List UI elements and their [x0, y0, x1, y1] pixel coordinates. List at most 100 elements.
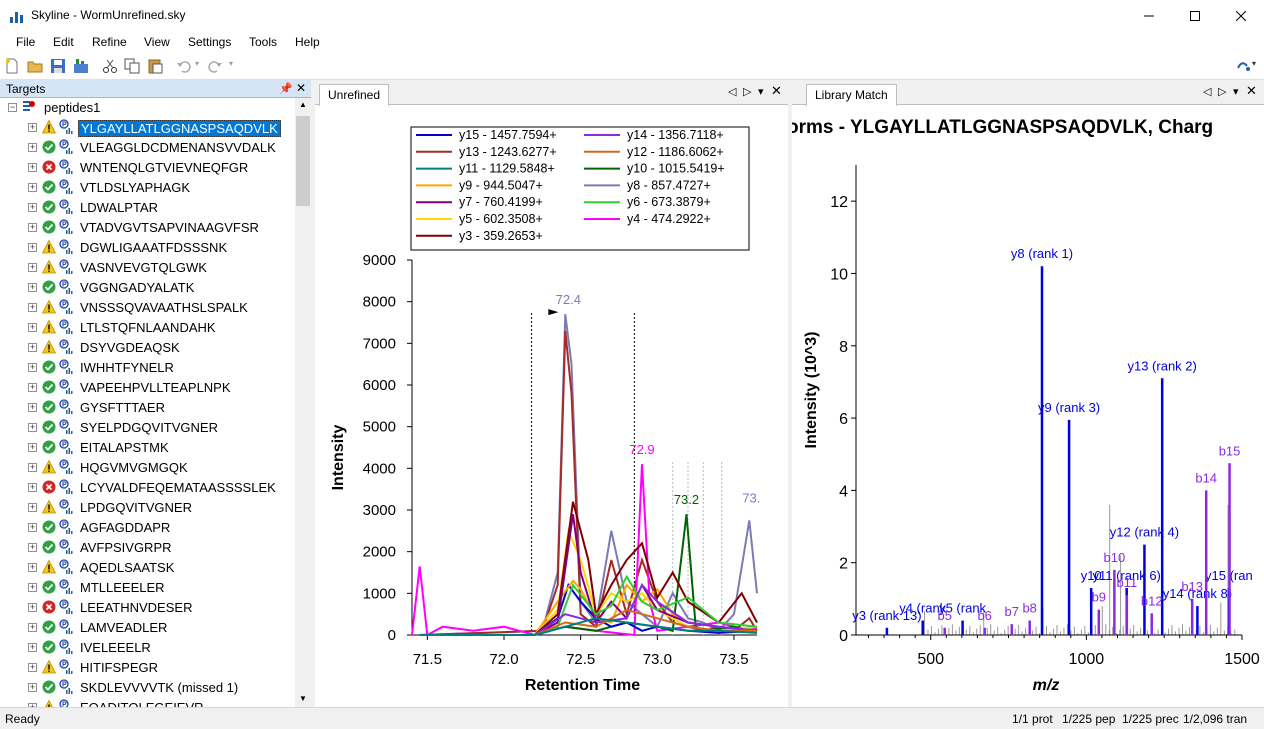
menu-help[interactable]: Help — [295, 35, 320, 49]
scroll-thumb[interactable] — [296, 116, 310, 206]
publish-icon[interactable] — [73, 58, 89, 74]
tree-item[interactable]: + P MTLLEEELER — [0, 578, 295, 598]
expand-icon[interactable]: + — [28, 202, 37, 212]
window-list-icon[interactable]: ▾ — [758, 86, 764, 98]
tree-item[interactable]: + P LEEATHNVDESER — [0, 598, 295, 618]
tree-item[interactable]: + P LAMVEADLER — [0, 618, 295, 638]
tree-item[interactable]: + P VGGNGADYALATK — [0, 278, 295, 298]
expand-icon[interactable]: + — [28, 622, 37, 632]
expand-icon[interactable]: + — [28, 662, 37, 672]
tree-item[interactable]: + P VAPEEHPVLLTEAPLNPK — [0, 378, 295, 398]
tree-item[interactable]: + P VNSSSQVAVAATHSLSPALK — [0, 298, 295, 318]
tree-item[interactable]: + P HQGVMVGMGQK — [0, 458, 295, 478]
lib-pane-close-icon[interactable]: ✕ — [1246, 83, 1257, 98]
tree-item[interactable]: + P AVFPSIVGRPR — [0, 538, 295, 558]
targets-close-icon[interactable]: ✕ — [296, 81, 307, 95]
expand-icon[interactable]: + — [28, 422, 37, 432]
expand-icon[interactable]: + — [28, 522, 37, 532]
new-document-icon[interactable] — [4, 58, 20, 74]
tree-item[interactable]: + P DGWLIGAAATFDSSSNK — [0, 238, 295, 258]
expand-icon[interactable]: + — [28, 282, 37, 292]
tree-item[interactable]: + P WNTENQLGTVIEVNEQFGR — [0, 158, 295, 178]
tree-item[interactable]: + P AQEDLSAATSK — [0, 558, 295, 578]
expand-icon[interactable]: + — [28, 502, 37, 512]
copy-icon[interactable] — [124, 58, 140, 74]
tree-item[interactable]: + P IWHHTFYNELR — [0, 358, 295, 378]
cut-icon[interactable] — [102, 58, 118, 74]
ion-types-dropdown-icon[interactable]: ▾ — [1252, 59, 1257, 68]
expand-icon[interactable]: + — [28, 642, 37, 652]
tab-library-match[interactable]: Library Match — [806, 84, 897, 106]
chromatogram-trace-y10[interactable] — [419, 514, 758, 636]
menu-tools[interactable]: Tools — [249, 35, 278, 49]
tab-unrefined[interactable]: Unrefined — [319, 84, 390, 106]
menu-refine[interactable]: Refine — [92, 35, 127, 49]
collapse-icon[interactable]: − — [8, 102, 17, 112]
redo-dropdown-icon[interactable]: ▾ — [229, 59, 234, 68]
targets-tree[interactable]: − peptides1 + P YLGAYLLATLGGNASPSAQDVLK + P V… — [0, 98, 295, 707]
tree-item[interactable]: + P SKDLEVVVVTK (missed 1) — [0, 678, 295, 698]
redo-icon[interactable] — [207, 58, 223, 74]
close-button[interactable] — [1218, 0, 1264, 31]
tree-item[interactable]: + P SYELPDGQVITVGNER — [0, 418, 295, 438]
expand-icon[interactable]: + — [28, 462, 37, 472]
menu-edit[interactable]: Edit — [53, 35, 74, 49]
expand-icon[interactable]: + — [28, 602, 37, 612]
expand-icon[interactable]: + — [28, 322, 37, 332]
expand-icon[interactable]: + — [28, 482, 37, 492]
expand-icon[interactable]: + — [28, 562, 37, 572]
tree-item[interactable]: + P DSYVGDEAQSK — [0, 338, 295, 358]
tree-item[interactable]: + P GYSFTTTAER — [0, 398, 295, 418]
scroll-right-icon[interactable]: ▷ — [743, 86, 752, 98]
pane-close-icon[interactable]: ✕ — [771, 83, 782, 98]
tree-item[interactable]: + P EITALAPSTMK — [0, 438, 295, 458]
expand-icon[interactable]: + — [28, 582, 37, 592]
expand-icon[interactable]: + — [28, 262, 37, 272]
chromatogram-graph[interactable]: y15 - 1457.7594+ y14 - 1356.7118+ y13 - 12… — [315, 105, 788, 705]
tree-item[interactable]: + P HITIFSPEGR — [0, 658, 295, 678]
chromatogram-trace-y14[interactable] — [419, 583, 758, 636]
expand-icon[interactable]: + — [28, 222, 37, 232]
expand-icon[interactable]: + — [28, 703, 37, 707]
undo-icon[interactable] — [176, 58, 192, 74]
expand-icon[interactable]: + — [28, 402, 37, 412]
paste-icon[interactable] — [147, 58, 163, 74]
tree-item[interactable]: + P VASNVEVGTQLGWK — [0, 258, 295, 278]
expand-icon[interactable]: + — [28, 682, 37, 692]
scroll-up-icon[interactable]: ▲ — [299, 100, 307, 109]
targets-scrollbar[interactable]: ▲ ▼ — [295, 98, 311, 707]
expand-icon[interactable]: + — [28, 142, 37, 152]
tree-item[interactable]: + P EQADITQLEGEIEVR — [0, 698, 295, 707]
tree-item[interactable]: + P IVELEEELR — [0, 638, 295, 658]
ion-types-icon[interactable] — [1236, 58, 1252, 74]
chromatogram-trace-y7[interactable] — [419, 514, 758, 636]
expand-icon[interactable]: + — [28, 242, 37, 252]
expand-icon[interactable]: + — [28, 182, 37, 192]
expand-icon[interactable]: + — [28, 162, 37, 172]
tree-root[interactable]: − peptides1 — [0, 98, 295, 118]
menu-settings[interactable]: Settings — [188, 35, 232, 49]
tree-item[interactable]: + P LDWALPTAR — [0, 198, 295, 218]
expand-icon[interactable]: + — [28, 122, 37, 132]
chromatogram-trace-y4[interactable] — [411, 464, 758, 637]
menu-file[interactable]: File — [16, 35, 36, 49]
lib-window-list-icon[interactable]: ▾ — [1233, 86, 1239, 98]
tree-item[interactable]: + P AGFAGDDAPR — [0, 518, 295, 538]
menu-view[interactable]: View — [144, 35, 170, 49]
expand-icon[interactable]: + — [28, 442, 37, 452]
pin-icon[interactable]: 📌 — [279, 83, 293, 95]
undo-dropdown-icon[interactable]: ▾ — [195, 59, 200, 68]
lib-scroll-right-icon[interactable]: ▷ — [1218, 86, 1227, 98]
scroll-left-icon[interactable]: ◁ — [728, 86, 737, 98]
tree-item[interactable]: + P LCYVALDFEQEMATAASSSSLEK — [0, 478, 295, 498]
expand-icon[interactable]: + — [28, 302, 37, 312]
save-icon[interactable] — [50, 58, 66, 74]
chromatogram-trace-y12[interactable] — [419, 608, 757, 636]
chromatogram-trace-y15[interactable] — [419, 582, 758, 636]
tree-item[interactable]: + P VLEAGGLDCDMENANSVVDALK — [0, 138, 295, 158]
minimize-button[interactable] — [1126, 0, 1172, 31]
chromatogram-trace-y11[interactable] — [419, 617, 758, 636]
tree-item[interactable]: + P LTLSTQFNLAANDAHK — [0, 318, 295, 338]
expand-icon[interactable]: + — [28, 362, 37, 372]
tree-item[interactable]: + P YLGAYLLATLGGNASPSAQDVLK — [0, 118, 295, 138]
